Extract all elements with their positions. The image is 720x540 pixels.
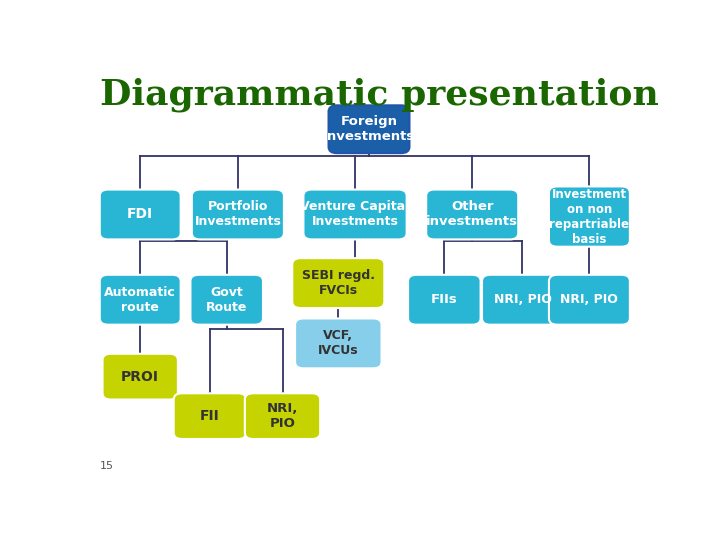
Text: Foreign
Investments: Foreign Investments xyxy=(323,115,415,143)
Text: SEBI regd.
FVCIs: SEBI regd. FVCIs xyxy=(302,269,375,297)
Text: Govt
Route: Govt Route xyxy=(206,286,248,314)
FancyBboxPatch shape xyxy=(190,275,263,325)
Text: Investment
on non
repartriable
basis: Investment on non repartriable basis xyxy=(549,187,629,246)
Text: Automatic
route: Automatic route xyxy=(104,286,176,314)
Text: NRI, PIO: NRI, PIO xyxy=(493,293,552,306)
FancyBboxPatch shape xyxy=(100,190,181,239)
Text: FIIs: FIIs xyxy=(431,293,458,306)
Text: Venture Capital
Investments: Venture Capital Investments xyxy=(300,200,410,228)
FancyBboxPatch shape xyxy=(549,275,630,325)
Text: PROI: PROI xyxy=(121,370,159,383)
Text: 15: 15 xyxy=(100,462,114,471)
FancyBboxPatch shape xyxy=(328,105,410,153)
Text: FDI: FDI xyxy=(127,207,153,221)
FancyBboxPatch shape xyxy=(303,190,407,239)
FancyBboxPatch shape xyxy=(102,354,178,400)
Text: FII: FII xyxy=(200,409,220,423)
FancyBboxPatch shape xyxy=(426,190,518,239)
Text: Portfolio
Investments: Portfolio Investments xyxy=(194,200,282,228)
FancyBboxPatch shape xyxy=(292,258,384,308)
FancyBboxPatch shape xyxy=(100,275,181,325)
Text: NRI,
PIO: NRI, PIO xyxy=(267,402,298,430)
FancyBboxPatch shape xyxy=(408,275,481,325)
Text: Other
investments: Other investments xyxy=(426,200,518,228)
FancyBboxPatch shape xyxy=(549,186,630,247)
FancyBboxPatch shape xyxy=(482,275,563,325)
Text: VCF,
IVCUs: VCF, IVCUs xyxy=(318,329,359,357)
FancyBboxPatch shape xyxy=(192,190,284,239)
FancyBboxPatch shape xyxy=(245,393,320,439)
Text: Diagrammatic presentation: Diagrammatic presentation xyxy=(100,77,659,112)
Text: NRI, PIO: NRI, PIO xyxy=(560,293,618,306)
FancyBboxPatch shape xyxy=(295,319,382,368)
FancyBboxPatch shape xyxy=(174,393,246,439)
